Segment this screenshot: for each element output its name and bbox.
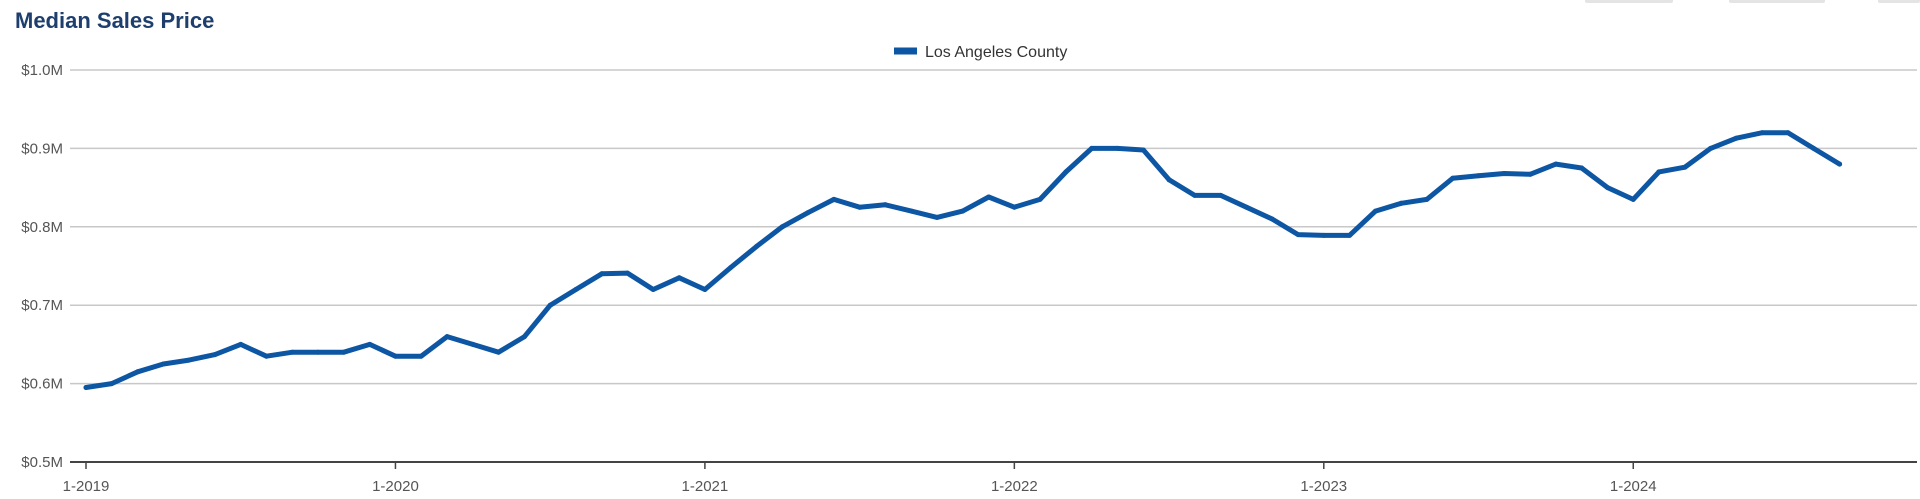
- data-point[interactable]: [1424, 196, 1430, 202]
- data-point[interactable]: [1063, 169, 1069, 175]
- data-point[interactable]: [960, 208, 966, 214]
- toolbar-tab-middle[interactable]: [1729, 0, 1825, 3]
- data-point[interactable]: [367, 341, 373, 347]
- x-tick-label: 1-2020: [372, 478, 419, 495]
- data-point[interactable]: [1501, 171, 1507, 176]
- legend-label-los-angeles-county[interactable]: Los Angeles County: [925, 44, 1067, 61]
- data-point[interactable]: [1759, 130, 1765, 136]
- data-point[interactable]: [1527, 171, 1533, 177]
- data-point[interactable]: [1321, 232, 1327, 238]
- data-point[interactable]: [1630, 196, 1636, 202]
- data-point[interactable]: [496, 349, 501, 355]
- data-point[interactable]: [1037, 196, 1043, 202]
- data-point[interactable]: [1243, 204, 1249, 210]
- data-point[interactable]: [418, 353, 424, 359]
- data-point[interactable]: [1218, 192, 1224, 198]
- data-point[interactable]: [625, 270, 630, 276]
- data-point[interactable]: [1011, 204, 1017, 210]
- data-point[interactable]: [702, 287, 708, 292]
- y-tick-label: $0.9M: [21, 140, 63, 157]
- data-point[interactable]: [676, 275, 682, 281]
- toolbar-tab-right[interactable]: [1878, 0, 1920, 3]
- data-point[interactable]: [1450, 175, 1456, 181]
- data-point[interactable]: [1140, 147, 1146, 153]
- data-point[interactable]: [1656, 169, 1662, 175]
- y-tick-label: $0.6M: [21, 376, 63, 393]
- data-point[interactable]: [160, 361, 166, 367]
- x-tick-label: 1-2022: [991, 478, 1038, 495]
- data-point[interactable]: [599, 271, 605, 277]
- gridlines: [70, 69, 1917, 385]
- series-layer: [83, 130, 1843, 390]
- data-point[interactable]: [83, 385, 89, 390]
- chart-title: Median Sales Price: [15, 8, 215, 33]
- data-point[interactable]: [1605, 185, 1611, 191]
- data-point[interactable]: [1733, 135, 1739, 141]
- data-point[interactable]: [135, 369, 141, 375]
- legend: Los Angeles County: [894, 44, 1067, 61]
- data-point[interactable]: [1785, 130, 1791, 136]
- data-point[interactable]: [650, 287, 656, 292]
- data-point[interactable]: [547, 302, 553, 308]
- data-point[interactable]: [908, 208, 914, 214]
- data-point[interactable]: [1476, 173, 1481, 179]
- data-point[interactable]: [857, 204, 863, 210]
- x-axis: 1-2019 1-2020 1-2021 1-2022 1-2023 1-2024: [63, 461, 1917, 495]
- data-point[interactable]: [1811, 145, 1817, 151]
- data-point[interactable]: [315, 349, 321, 355]
- y-tick-label: $1.0M: [21, 62, 63, 79]
- data-point[interactable]: [1708, 145, 1714, 151]
- data-point[interactable]: [1269, 216, 1275, 222]
- toolbar-tab-left[interactable]: [1585, 0, 1673, 3]
- y-tick-label: $0.5M: [21, 454, 63, 471]
- data-point[interactable]: [986, 194, 992, 200]
- y-tick-label: $0.8M: [21, 219, 63, 236]
- data-point[interactable]: [212, 352, 218, 358]
- data-point[interactable]: [186, 357, 192, 363]
- data-point[interactable]: [1089, 145, 1095, 151]
- data-point[interactable]: [573, 287, 579, 292]
- data-point[interactable]: [1398, 200, 1404, 206]
- data-point[interactable]: [341, 349, 347, 355]
- data-point[interactable]: [522, 334, 527, 340]
- series-line-los-angeles-county[interactable]: [83, 130, 1843, 390]
- data-point[interactable]: [238, 341, 244, 347]
- data-point[interactable]: [1553, 161, 1559, 167]
- x-tick-label: 1-2023: [1300, 478, 1347, 495]
- data-point[interactable]: [109, 381, 115, 387]
- data-point[interactable]: [934, 214, 940, 220]
- data-point[interactable]: [1192, 192, 1198, 198]
- data-point[interactable]: [728, 265, 734, 271]
- data-point[interactable]: [1373, 208, 1378, 214]
- data-point[interactable]: [831, 196, 837, 202]
- data-point[interactable]: [1295, 232, 1301, 238]
- data-point[interactable]: [1682, 164, 1688, 170]
- data-point[interactable]: [779, 224, 785, 230]
- data-point[interactable]: [392, 353, 398, 359]
- data-point[interactable]: [289, 349, 295, 355]
- y-tick-label: $0.7M: [21, 297, 63, 314]
- data-point[interactable]: [444, 334, 450, 340]
- data-point[interactable]: [882, 202, 888, 208]
- data-point[interactable]: [805, 210, 811, 216]
- y-axis-tick-labels: $0.5M $0.6M $0.7M $0.8M $0.9M $1.0M: [21, 62, 63, 471]
- data-point[interactable]: [470, 341, 476, 347]
- data-point[interactable]: [1579, 165, 1585, 171]
- x-tick-label: 1-2024: [1610, 478, 1657, 495]
- data-point[interactable]: [1347, 232, 1352, 238]
- data-point[interactable]: [1114, 145, 1120, 151]
- x-tick-label: 1-2019: [63, 478, 110, 495]
- data-point[interactable]: [1837, 161, 1843, 167]
- data-point[interactable]: [263, 353, 269, 359]
- data-point[interactable]: [1166, 177, 1172, 183]
- data-point[interactable]: [754, 243, 760, 249]
- x-tick-label: 1-2021: [682, 478, 729, 495]
